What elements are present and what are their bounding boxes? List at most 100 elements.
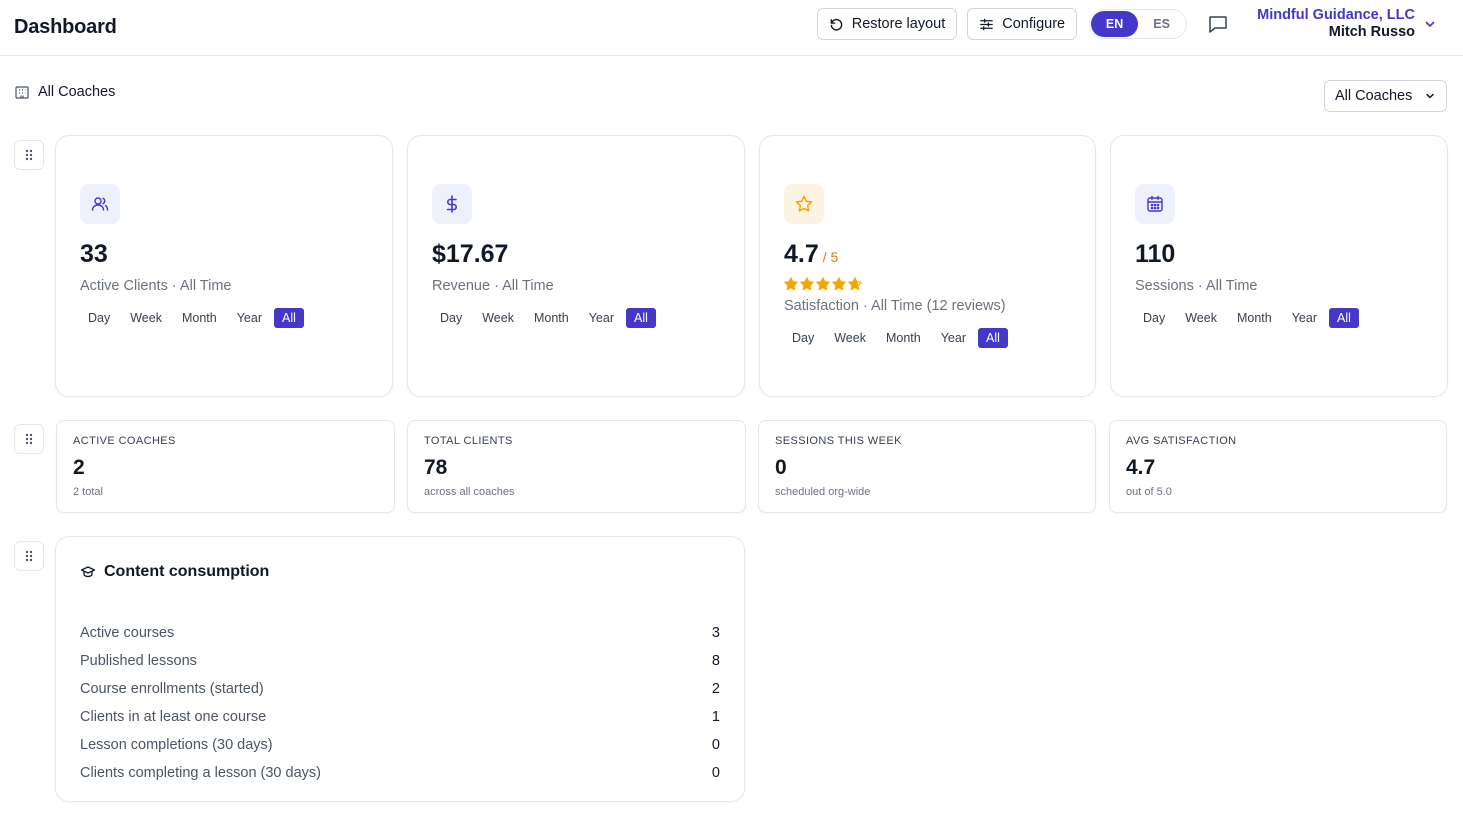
restore-layout-button[interactable]: Restore layout bbox=[816, 8, 958, 40]
content-consumption-title: Content consumption bbox=[104, 563, 270, 580]
period-week-button[interactable]: Week bbox=[130, 311, 162, 325]
kpi-value: 110 bbox=[1135, 240, 1176, 268]
chevron-down-icon bbox=[1426, 93, 1434, 99]
content-consumption-card: Content consumption Active courses 3 Publ… bbox=[55, 536, 745, 802]
period-year-button[interactable]: Year bbox=[1291, 311, 1317, 325]
restore-icon bbox=[830, 18, 843, 31]
metric-value: 8 bbox=[711, 653, 720, 669]
period-selector: Day Week Month Year All bbox=[432, 308, 656, 328]
star-icon bbox=[800, 277, 814, 291]
period-week-button[interactable]: Week bbox=[834, 331, 866, 345]
period-day-button[interactable]: Day bbox=[440, 311, 463, 325]
sliders-icon bbox=[980, 18, 994, 30]
stat-subtitle: scheduled org-wide bbox=[775, 486, 871, 498]
stat-subtitle: across all coaches bbox=[424, 486, 515, 498]
messages-icon[interactable] bbox=[1207, 13, 1229, 35]
period-month-button[interactable]: Month bbox=[181, 311, 217, 325]
metric-label: Course enrollments (started) bbox=[80, 681, 264, 697]
user-name: Mitch Russo bbox=[1328, 24, 1415, 40]
scope-label: All Coaches bbox=[38, 84, 116, 100]
period-all-button[interactable]: All bbox=[977, 328, 1008, 348]
period-all-button[interactable]: All bbox=[273, 308, 304, 328]
chevron-down-icon[interactable] bbox=[1423, 17, 1437, 31]
stat-value: 2 bbox=[73, 456, 85, 479]
stat-title: TOTAL CLIENTS bbox=[424, 435, 513, 447]
period-all-button[interactable]: All bbox=[1328, 308, 1359, 328]
period-day-button[interactable]: Day bbox=[792, 331, 815, 345]
list-item: Clients completing a lesson (30 days) 0 bbox=[80, 759, 720, 787]
kpi-value: 33 bbox=[80, 240, 108, 268]
period-year-button[interactable]: Year bbox=[940, 331, 966, 345]
metric-label: Active courses bbox=[80, 625, 175, 641]
grip-icon bbox=[25, 149, 33, 161]
dollar-icon bbox=[432, 184, 472, 224]
kpi-card-satisfaction: 4.7/ 5 Satisfaction · All Time (12 revie… bbox=[759, 135, 1096, 397]
period-week-button[interactable]: Week bbox=[1185, 311, 1217, 325]
stat-card-sessions-this-week: SESSIONS THIS WEEK 0 scheduled org-wide bbox=[758, 420, 1096, 513]
configure-label: Configure bbox=[1002, 16, 1066, 32]
metric-label: Published lessons bbox=[80, 653, 197, 669]
stat-card-avg-satisfaction: AVG SATISFACTION 4.7 out of 5.0 bbox=[1109, 420, 1447, 513]
period-week-button[interactable]: Week bbox=[482, 311, 514, 325]
star-icon bbox=[816, 277, 830, 291]
kpi-value: $17.67 bbox=[432, 240, 509, 268]
top-bar: Dashboard Restore layout Configure EN ES… bbox=[0, 0, 1463, 56]
period-day-button[interactable]: Day bbox=[1143, 311, 1166, 325]
row-drag-handle[interactable] bbox=[14, 140, 44, 170]
list-item: Published lessons 8 bbox=[80, 647, 720, 675]
kpi-card-revenue: $17.67 Revenue · All Time Day Week Month… bbox=[407, 135, 745, 397]
metric-label: Clients completing a lesson (30 days) bbox=[80, 765, 321, 781]
stat-value: 4.7 bbox=[1126, 456, 1156, 479]
calendar-icon bbox=[1135, 184, 1175, 224]
list-item: Lesson completions (30 days) 0 bbox=[80, 731, 720, 759]
kpi-label: Active Clients · All Time bbox=[80, 278, 232, 294]
org-switcher[interactable]: Mindful Guidance, LLC Mitch Russo bbox=[1257, 7, 1415, 42]
grip-icon bbox=[25, 550, 33, 562]
kpi-card-sessions: 110 Sessions · All Time Day Week Month Y… bbox=[1110, 135, 1448, 397]
row-drag-handle[interactable] bbox=[14, 541, 44, 571]
period-selector: Day Week Month Year All bbox=[80, 308, 304, 328]
restore-layout-label: Restore layout bbox=[851, 16, 946, 32]
metric-label: Clients in at least one course bbox=[80, 709, 267, 725]
grip-icon bbox=[25, 433, 33, 445]
period-month-button[interactable]: Month bbox=[885, 331, 921, 345]
language-toggle: EN ES bbox=[1089, 9, 1188, 39]
lang-en-button[interactable]: EN bbox=[1091, 11, 1139, 37]
metric-value: 1 bbox=[711, 709, 720, 725]
coach-filter-select[interactable]: All Coaches bbox=[1324, 80, 1447, 112]
rating-value: 4.7 bbox=[784, 240, 819, 268]
period-year-button[interactable]: Year bbox=[236, 311, 262, 325]
kpi-card-active-clients: 33 Active Clients · All Time Day Week Mo… bbox=[55, 135, 393, 397]
stat-title: ACTIVE COACHES bbox=[73, 435, 176, 447]
list-item: Clients in at least one course 1 bbox=[80, 703, 720, 731]
coach-filter-value: All Coaches bbox=[1335, 88, 1413, 104]
kpi-value: 4.7/ 5 bbox=[784, 240, 838, 269]
list-item: Course enrollments (started) 2 bbox=[80, 675, 720, 703]
period-year-button[interactable]: Year bbox=[588, 311, 614, 325]
stat-title: AVG SATISFACTION bbox=[1126, 435, 1237, 447]
row-drag-handle[interactable] bbox=[14, 424, 44, 454]
period-selector: Day Week Month Year All bbox=[1135, 308, 1359, 328]
list-item: Active courses 3 bbox=[80, 619, 720, 647]
stat-subtitle: 2 total bbox=[73, 486, 103, 498]
graduation-cap-icon bbox=[80, 566, 96, 578]
metric-value: 0 bbox=[711, 737, 720, 753]
metric-value: 0 bbox=[711, 765, 720, 781]
period-month-button[interactable]: Month bbox=[1236, 311, 1272, 325]
building-icon bbox=[15, 86, 29, 99]
stat-title: SESSIONS THIS WEEK bbox=[775, 435, 902, 447]
kpi-label: Sessions · All Time bbox=[1135, 278, 1258, 294]
period-selector: Day Week Month Year All bbox=[784, 328, 1008, 348]
period-day-button[interactable]: Day bbox=[88, 311, 111, 325]
content-consumption-header: Content consumption bbox=[80, 563, 269, 581]
page-title: Dashboard bbox=[14, 16, 117, 38]
lang-es-button[interactable]: ES bbox=[1153, 17, 1170, 31]
configure-button[interactable]: Configure bbox=[967, 8, 1078, 40]
metric-value: 3 bbox=[711, 625, 720, 641]
stat-card-total-clients: TOTAL CLIENTS 78 across all coaches bbox=[407, 420, 746, 513]
period-all-button[interactable]: All bbox=[625, 308, 656, 328]
rating-max: / 5 bbox=[822, 249, 839, 265]
period-month-button[interactable]: Month bbox=[533, 311, 569, 325]
star-icon bbox=[784, 277, 798, 291]
stat-value: 78 bbox=[424, 456, 448, 479]
